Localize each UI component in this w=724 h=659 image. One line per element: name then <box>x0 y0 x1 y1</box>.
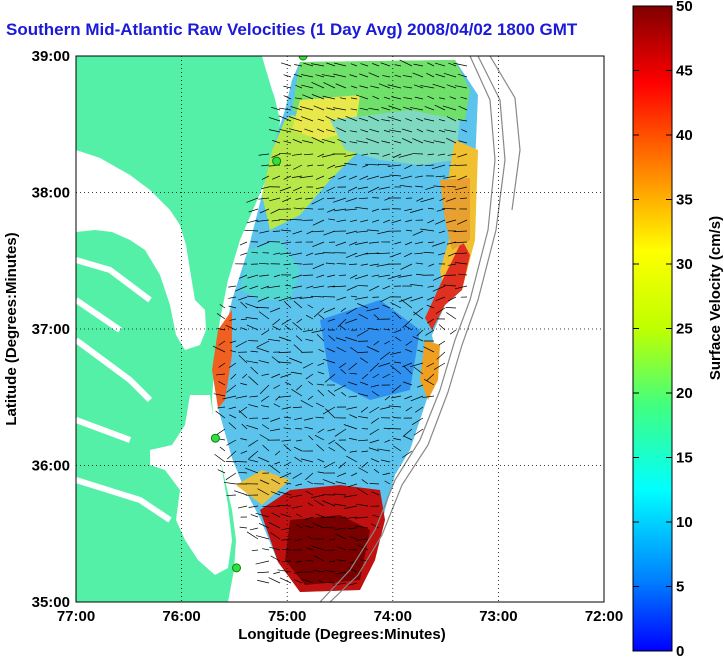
station-marker <box>232 563 242 573</box>
y-tick-label: 38:00 <box>32 185 70 202</box>
y-tick-label: 35:00 <box>32 594 70 611</box>
colorbar-tick-label: 45 <box>676 63 693 80</box>
colorbar-tick-label: 5 <box>676 579 684 596</box>
y-tick-labels: 35:00 36:00 37:00 38:00 39:00 <box>32 48 70 611</box>
x-tick-label: 72:00 <box>585 608 623 625</box>
x-axis-label: Longitude (Degrees:Minutes) <box>238 626 446 643</box>
colorbar <box>632 5 673 652</box>
colorbar-tick-label: 25 <box>676 321 693 338</box>
y-axis-label: Latitude (Degrees:Minutes) <box>3 232 20 425</box>
chesapeake-bay <box>76 150 206 350</box>
colorbar-label: Surface Velocity (cm/s) <box>707 216 724 380</box>
x-tick-labels: 77:00 76:00 75:00 74:00 73:00 72:00 <box>57 608 623 625</box>
x-tick-label: 74:00 <box>374 608 412 625</box>
station-marker <box>272 156 282 166</box>
x-tick-label: 77:00 <box>57 608 95 625</box>
velocity-vectors <box>211 59 468 586</box>
bathymetry-contour <box>319 56 496 602</box>
station-marker <box>298 56 308 61</box>
y-tick-label: 36:00 <box>32 458 70 475</box>
x-tick-label: 76:00 <box>162 608 200 625</box>
x-tick-label: 73:00 <box>479 608 517 625</box>
coastal-stations <box>210 56 308 573</box>
colorbar-ticks: 0 5 10 15 20 25 30 35 40 45 50 <box>633 0 693 659</box>
delaware-bay <box>262 56 292 110</box>
colorbar-tick-label: 40 <box>676 127 693 144</box>
colorbar-tick-label: 35 <box>676 192 693 209</box>
station-marker <box>210 433 220 443</box>
bathymetry-contour-3 <box>489 56 521 211</box>
colorbar-tick-label: 0 <box>676 643 684 659</box>
plot-frame <box>75 55 605 603</box>
y-tick-label: 39:00 <box>32 48 70 65</box>
colorbar-tick-label: 30 <box>676 256 693 273</box>
bathymetry-contour-2 <box>329 56 506 602</box>
x-tick-label: 75:00 <box>268 608 306 625</box>
map-grid <box>76 56 604 602</box>
y-tick-label: 37:00 <box>32 321 70 338</box>
colorbar-tick-label: 50 <box>676 0 693 15</box>
colorbar-tick-label: 10 <box>676 514 693 531</box>
map-title: Southern Mid-Atlantic Raw Velocities (1 … <box>6 20 578 39</box>
rivers <box>76 187 172 523</box>
colorbar-tick-label: 15 <box>676 450 693 467</box>
colorbar-tick-label: 20 <box>676 385 693 402</box>
